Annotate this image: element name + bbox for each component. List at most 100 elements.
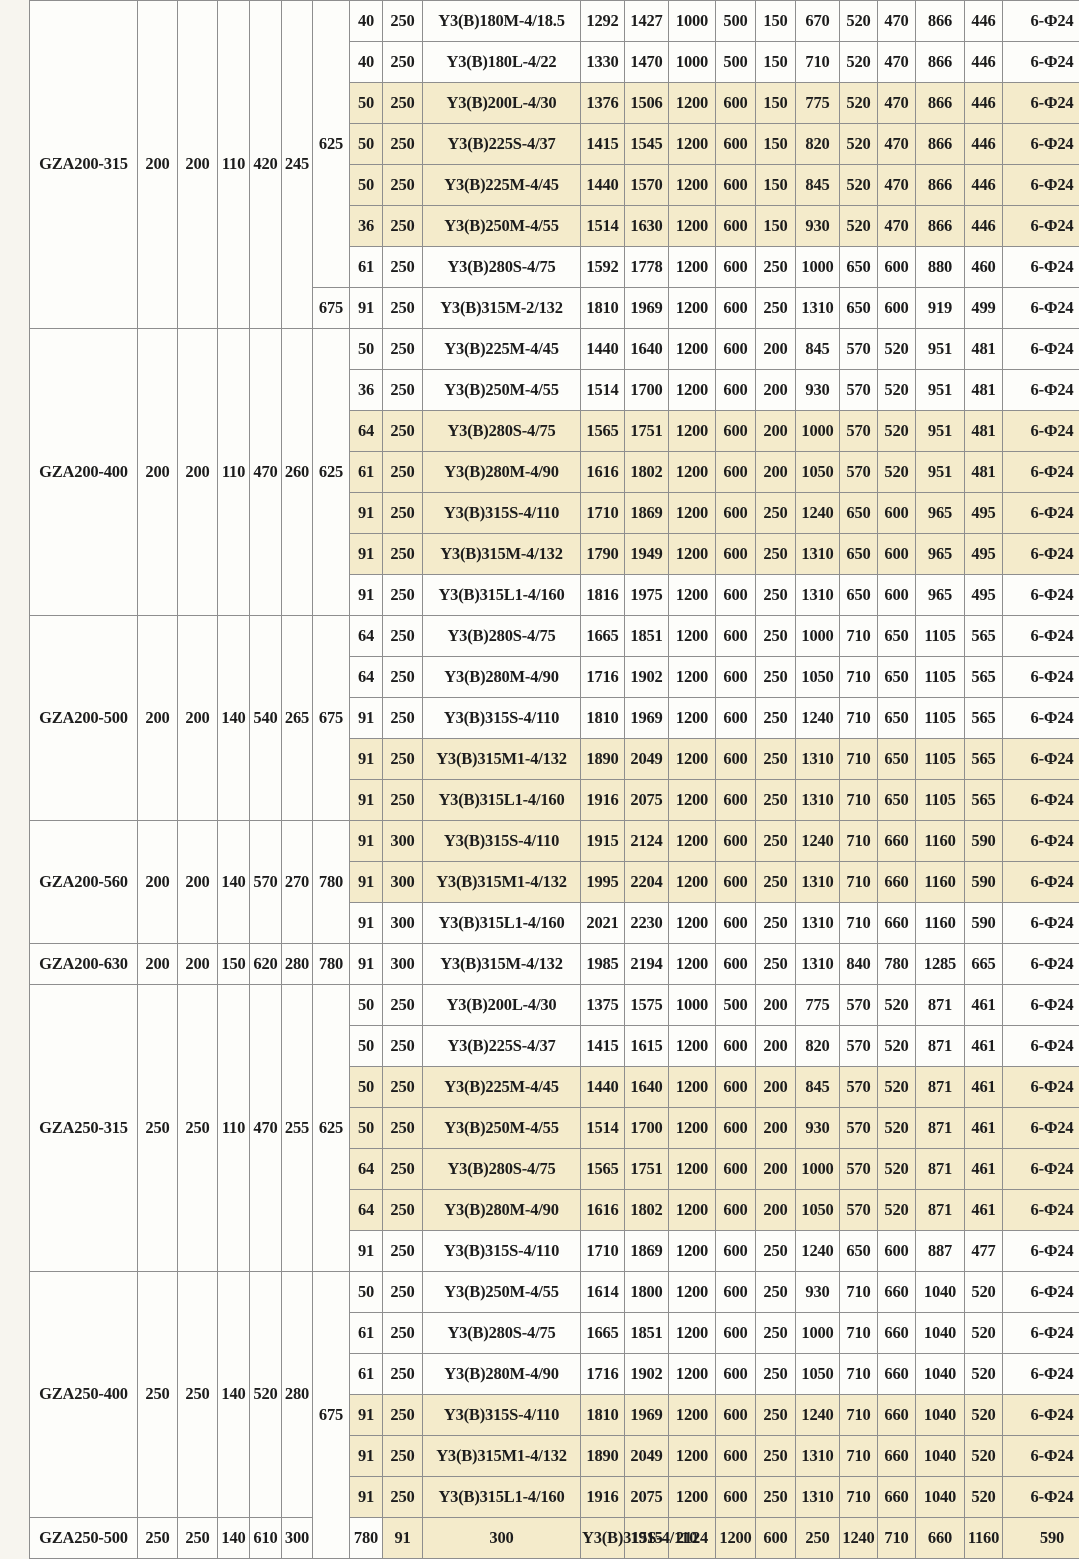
cell-l2: 1851 bbox=[625, 616, 669, 657]
cell-d: 1310 bbox=[796, 903, 840, 944]
cell-h2: 565 bbox=[965, 657, 1003, 698]
cell-f: 520 bbox=[878, 985, 916, 1026]
cell-b: 600 bbox=[716, 657, 756, 698]
cell-g: 1160 bbox=[916, 903, 965, 944]
cell-motor: Y3(B)225S-4/37 bbox=[423, 124, 581, 165]
cell-b: 600 bbox=[716, 247, 756, 288]
cell-a: 1200 bbox=[669, 452, 716, 493]
cell-f: 470 bbox=[878, 83, 916, 124]
cell-h2: 481 bbox=[965, 452, 1003, 493]
cell-a: 1200 bbox=[669, 534, 716, 575]
cell-g: 1105 bbox=[916, 698, 965, 739]
cell-b: 600 bbox=[716, 903, 756, 944]
cell-motor: Y3(B)315S-4/110 bbox=[423, 698, 581, 739]
cell-p: 250 bbox=[383, 1477, 423, 1518]
cell-d4: 610 bbox=[250, 1518, 282, 1559]
cell-n: 61 bbox=[350, 1354, 383, 1395]
cell-e: 650 bbox=[840, 493, 878, 534]
cell-h: 675 bbox=[313, 616, 350, 821]
cell-motor: Y3(B)280S-4/75 bbox=[423, 1313, 581, 1354]
cell-b: 600 bbox=[716, 329, 756, 370]
cell-bolts: 6-Φ24 bbox=[1003, 1395, 1079, 1436]
cell-model: GZA200-500 bbox=[30, 616, 138, 821]
cell-e: 570 bbox=[840, 452, 878, 493]
cell-bolts: 6-Φ24 bbox=[1003, 288, 1079, 329]
cell-d4: 470 bbox=[250, 329, 282, 616]
cell-a: 1200 bbox=[669, 124, 716, 165]
cell-a: 1200 bbox=[669, 698, 716, 739]
cell-e: 570 bbox=[840, 985, 878, 1026]
cell-motor: Y3(B)280M-4/90 bbox=[423, 1190, 581, 1231]
cell-f: 600 bbox=[878, 247, 916, 288]
cell-d1: 200 bbox=[138, 821, 178, 944]
cell-h2: 481 bbox=[965, 329, 1003, 370]
cell-l1: 1816 bbox=[581, 575, 625, 616]
cell-a: 1200 bbox=[669, 1108, 716, 1149]
cell-a: 1200 bbox=[669, 329, 716, 370]
cell-n: 91 bbox=[350, 1231, 383, 1272]
cell-b: 600 bbox=[716, 780, 756, 821]
cell-e: 710 bbox=[840, 1477, 878, 1518]
cell-l2: 1802 bbox=[625, 452, 669, 493]
cell-p: 250 bbox=[383, 370, 423, 411]
cell-h2: 461 bbox=[965, 1149, 1003, 1190]
cell-e: 710 bbox=[840, 616, 878, 657]
cell-f: 470 bbox=[878, 206, 916, 247]
cell-n: 91 bbox=[350, 821, 383, 862]
cell-l1: 2021 bbox=[581, 903, 625, 944]
cell-d1: 200 bbox=[138, 329, 178, 616]
cell-d: 1050 bbox=[796, 452, 840, 493]
cell-n: 50 bbox=[350, 1026, 383, 1067]
cell-p: 250 bbox=[383, 1272, 423, 1313]
cell-c: 250 bbox=[756, 780, 796, 821]
cell-c: 200 bbox=[756, 452, 796, 493]
cell-f: 650 bbox=[878, 780, 916, 821]
cell-d: 1240 bbox=[796, 1231, 840, 1272]
cell-d: 1310 bbox=[796, 739, 840, 780]
cell-motor: Y3(B)315S-4/110 bbox=[423, 1395, 581, 1436]
cell-g: 871 bbox=[916, 985, 965, 1026]
cell-f: 660 bbox=[878, 1436, 916, 1477]
cell-l1: 1440 bbox=[581, 1067, 625, 1108]
cell-d5: 300 bbox=[282, 1518, 313, 1559]
cell-b: 600 bbox=[716, 821, 756, 862]
cell-bolts: 6-Φ24 bbox=[1003, 370, 1079, 411]
cell-p: 250 bbox=[383, 42, 423, 83]
cell-b: 600 bbox=[716, 1067, 756, 1108]
cell-motor: Y3(B)225M-4/45 bbox=[423, 329, 581, 370]
cell-d1: 200 bbox=[138, 1, 178, 329]
cell-bolts: 6-Φ24 bbox=[1003, 83, 1079, 124]
cell-n: 50 bbox=[350, 165, 383, 206]
cell-n: 36 bbox=[350, 370, 383, 411]
cell-n: 50 bbox=[350, 1067, 383, 1108]
cell-a: 1200 bbox=[669, 1395, 716, 1436]
cell-d5: 280 bbox=[282, 944, 313, 985]
cell-bolts: 6-Φ24 bbox=[1003, 165, 1079, 206]
cell-l2: 1630 bbox=[625, 206, 669, 247]
cell-g: 1040 bbox=[916, 1354, 965, 1395]
cell-e: 710 bbox=[840, 780, 878, 821]
cell-d: 1050 bbox=[796, 657, 840, 698]
cell-l2: 1969 bbox=[625, 288, 669, 329]
cell-g: 1040 bbox=[916, 1395, 965, 1436]
cell-motor: Y3(B)315M-2/132 bbox=[423, 288, 581, 329]
cell-d: 1000 bbox=[796, 247, 840, 288]
cell-e: 710 bbox=[840, 1313, 878, 1354]
cell-motor: Y3(B)315M1-4/132 bbox=[423, 1436, 581, 1477]
cell-n: 91 bbox=[350, 780, 383, 821]
cell-motor: Y3(B)280M-4/90 bbox=[423, 452, 581, 493]
cell-bolts: 6-Φ24 bbox=[1003, 329, 1079, 370]
cell-d3: 140 bbox=[218, 1272, 250, 1518]
cell-l1: 1716 bbox=[581, 657, 625, 698]
cell-a: 1200 bbox=[669, 411, 716, 452]
cell-d: 1000 bbox=[796, 411, 840, 452]
cell-l1: 1810 bbox=[581, 288, 625, 329]
cell-motor: Y3(B)250M-4/55 bbox=[423, 1108, 581, 1149]
cell-f: 650 bbox=[878, 616, 916, 657]
cell-d: 1310 bbox=[796, 534, 840, 575]
cell-a: 1000 bbox=[669, 985, 716, 1026]
cell-d: 1310 bbox=[796, 1477, 840, 1518]
cell-d: 1240 bbox=[840, 1518, 878, 1559]
